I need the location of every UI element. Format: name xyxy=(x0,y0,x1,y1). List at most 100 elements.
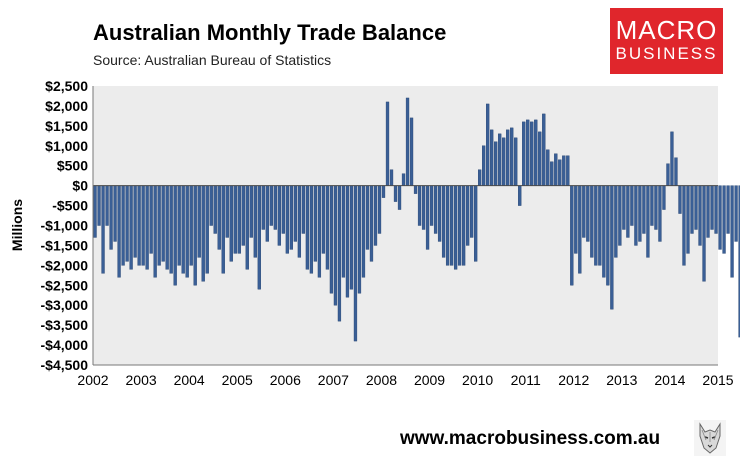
bar xyxy=(457,185,462,266)
bar xyxy=(165,185,169,270)
bar xyxy=(606,185,610,286)
x-tick-label: 2007 xyxy=(318,372,349,388)
bar xyxy=(377,185,382,234)
trade-balance-chart: $2,500 $2,000 $1,500 $1,000 $500 $0 -$500 -$1,0… xyxy=(9,80,740,388)
bar xyxy=(546,149,550,186)
bar xyxy=(510,127,514,186)
bar xyxy=(638,185,642,242)
bar xyxy=(105,185,109,226)
bar xyxy=(522,121,526,186)
bar xyxy=(365,185,370,250)
bar xyxy=(453,185,458,270)
bar xyxy=(169,185,173,274)
x-tick-label: 2013 xyxy=(606,372,637,388)
chart-title: Australian Monthly Trade Balance xyxy=(93,20,447,45)
bar xyxy=(678,185,682,214)
bar xyxy=(594,185,598,266)
bar xyxy=(281,185,285,234)
bar xyxy=(686,185,690,254)
bar xyxy=(321,185,326,254)
bar xyxy=(666,163,670,186)
bar xyxy=(381,185,386,198)
bar xyxy=(722,185,726,254)
x-tick-label: 2002 xyxy=(77,372,108,388)
bar xyxy=(189,185,193,266)
bar xyxy=(622,185,626,230)
bar xyxy=(586,185,590,242)
bar xyxy=(534,119,538,186)
bar xyxy=(229,185,233,262)
bar xyxy=(101,185,105,274)
bar xyxy=(590,185,594,258)
bar xyxy=(429,185,434,226)
bar xyxy=(670,131,674,186)
bar xyxy=(558,159,562,186)
bar xyxy=(562,155,566,186)
bar xyxy=(674,157,678,186)
bar xyxy=(345,185,350,298)
bar xyxy=(385,101,390,186)
bar xyxy=(474,185,478,262)
bar xyxy=(734,185,738,242)
bar xyxy=(333,185,338,306)
y-tick-label: -$1,000 xyxy=(41,218,89,234)
x-tick-label: 2004 xyxy=(174,372,205,388)
bar xyxy=(313,185,318,262)
bar xyxy=(466,185,470,246)
bar xyxy=(566,155,570,186)
logo-line-business: BUSINESS xyxy=(615,44,718,63)
bar xyxy=(682,185,686,266)
bar xyxy=(137,185,141,266)
bar xyxy=(361,185,366,278)
x-tick-label: 2012 xyxy=(558,372,589,388)
bar xyxy=(269,185,273,226)
bar xyxy=(145,185,149,270)
bar xyxy=(405,97,410,186)
bar xyxy=(413,185,418,194)
bar xyxy=(482,145,486,186)
y-tick-label: $0 xyxy=(72,178,88,194)
bar xyxy=(550,161,554,186)
bar xyxy=(401,173,406,186)
x-tick-label: 2014 xyxy=(654,372,685,388)
plot-background xyxy=(93,86,718,365)
bar xyxy=(478,169,482,186)
bar xyxy=(325,185,330,270)
bar xyxy=(470,185,474,238)
bar xyxy=(706,185,710,238)
bar xyxy=(698,185,702,246)
x-tick-label: 2008 xyxy=(366,372,397,388)
bar xyxy=(297,185,302,258)
bar xyxy=(738,185,740,338)
bar xyxy=(249,185,253,238)
bar xyxy=(417,185,422,226)
bar xyxy=(461,185,466,266)
bar xyxy=(389,169,394,186)
bar xyxy=(197,185,201,258)
bar xyxy=(161,185,165,262)
bar xyxy=(642,185,646,234)
bar xyxy=(574,185,578,254)
bar xyxy=(397,185,402,210)
y-tick-label: -$500 xyxy=(52,198,88,214)
bar xyxy=(614,185,618,258)
bar xyxy=(121,185,125,266)
bar xyxy=(317,185,322,278)
bar xyxy=(506,129,510,186)
bar xyxy=(141,185,145,266)
bar xyxy=(710,185,714,230)
bar xyxy=(646,185,650,258)
website-url[interactable]: www.macrobusiness.com.au xyxy=(400,428,661,449)
x-tick-label: 2003 xyxy=(126,372,157,388)
bar xyxy=(518,185,522,206)
bar xyxy=(702,185,706,282)
bar xyxy=(445,185,450,266)
y-tick-label: -$4,000 xyxy=(41,337,89,353)
bar xyxy=(425,185,430,250)
bar xyxy=(433,185,438,234)
bar xyxy=(602,185,606,278)
macrobusiness-logo[interactable]: MACRO BUSINESS xyxy=(610,8,723,74)
bar xyxy=(618,185,622,246)
bar xyxy=(726,185,730,234)
bar xyxy=(369,185,374,262)
